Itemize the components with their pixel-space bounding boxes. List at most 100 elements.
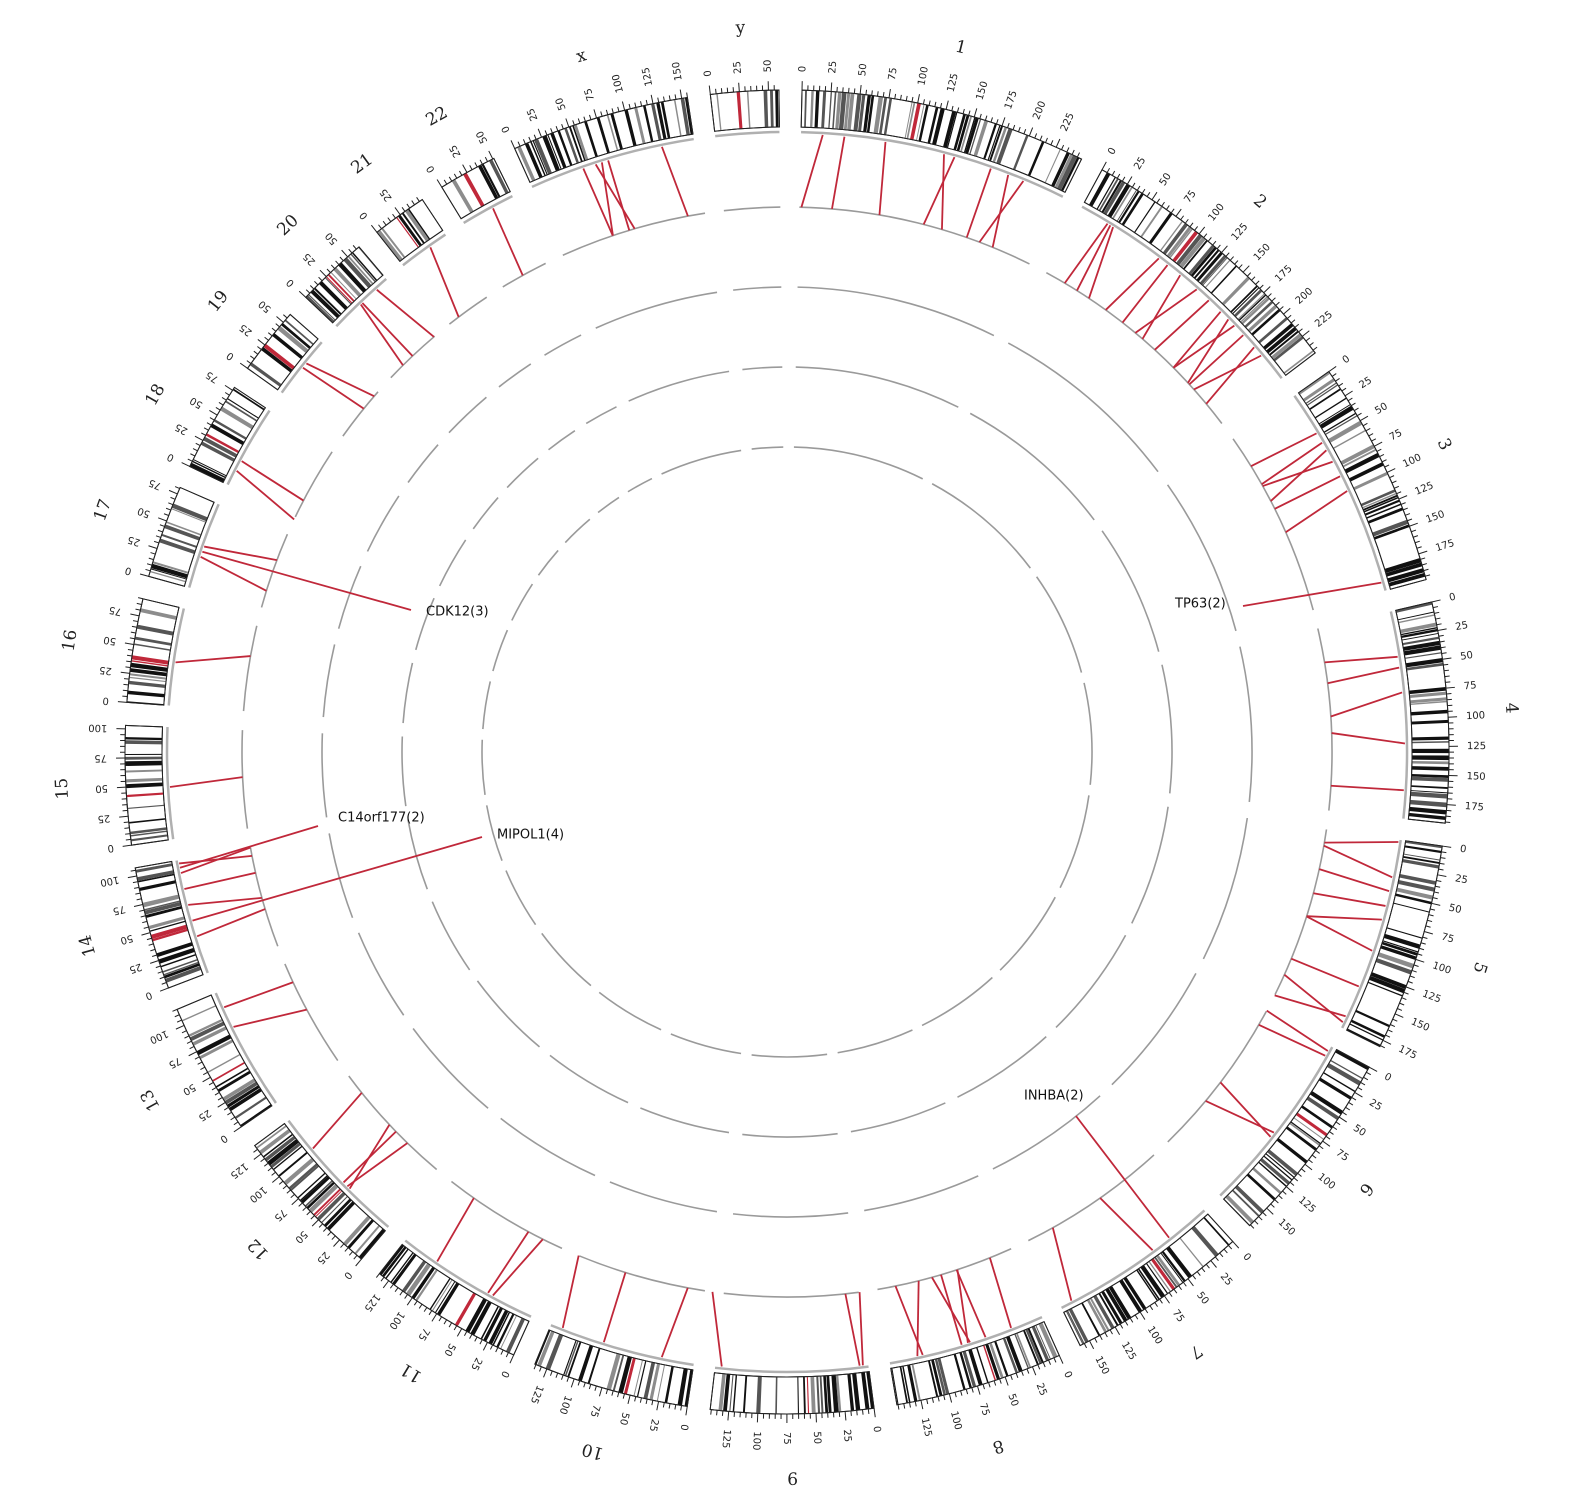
tick-label: 25 bbox=[841, 1429, 853, 1443]
major-tick bbox=[537, 128, 542, 138]
track-arc-21 bbox=[448, 296, 488, 325]
minor-tick bbox=[926, 1398, 929, 1405]
tick-label: 75 bbox=[167, 1054, 183, 1070]
link-line bbox=[1331, 732, 1406, 745]
band bbox=[1057, 155, 1078, 191]
tick-label: 50 bbox=[103, 634, 117, 647]
band bbox=[1134, 201, 1156, 233]
tick-label: 50 bbox=[293, 1228, 310, 1245]
minor-tick bbox=[1287, 314, 1292, 319]
minor-tick bbox=[1180, 215, 1185, 221]
track-arc-19 bbox=[537, 549, 559, 576]
link-line bbox=[1088, 226, 1114, 299]
major-tick bbox=[917, 94, 920, 104]
minor-tick bbox=[326, 268, 331, 273]
minor-tick bbox=[200, 1066, 206, 1070]
band bbox=[151, 928, 189, 942]
band bbox=[165, 966, 202, 983]
minor-tick bbox=[990, 117, 993, 123]
minor-tick bbox=[1279, 306, 1284, 311]
band bbox=[1348, 462, 1384, 482]
band bbox=[310, 289, 340, 319]
minor-tick bbox=[993, 1380, 997, 1386]
tick-label: 75 bbox=[272, 1206, 289, 1223]
band bbox=[191, 460, 226, 479]
chromosome-label-y: y bbox=[734, 18, 746, 39]
tick-label: 50 bbox=[763, 59, 774, 72]
tick-label: 75 bbox=[204, 368, 221, 384]
major-tick bbox=[888, 88, 891, 98]
band bbox=[1330, 1059, 1364, 1080]
chr-baseline-19 bbox=[280, 341, 323, 394]
band bbox=[1377, 952, 1415, 969]
tick-label: 0 bbox=[285, 276, 297, 288]
minor-tick bbox=[125, 666, 131, 669]
tick-label: 0 bbox=[1106, 146, 1119, 157]
minor-tick bbox=[1311, 1154, 1317, 1159]
band bbox=[500, 1315, 518, 1350]
minor-tick bbox=[201, 432, 206, 436]
band bbox=[396, 217, 419, 248]
band bbox=[1231, 1189, 1260, 1217]
track-arc-16 bbox=[402, 662, 414, 724]
band bbox=[171, 503, 208, 522]
minor-tick bbox=[1430, 908, 1436, 911]
minor-tick bbox=[1278, 1194, 1283, 1200]
minor-tick bbox=[1376, 448, 1382, 452]
minor-tick bbox=[1341, 387, 1347, 392]
minor-tick bbox=[155, 965, 161, 969]
tick-label: 100 bbox=[557, 1394, 574, 1416]
major-tick bbox=[175, 1024, 185, 1030]
minor-tick bbox=[914, 1401, 917, 1407]
minor-tick bbox=[203, 1071, 208, 1076]
band bbox=[258, 1128, 291, 1155]
minor-tick bbox=[145, 568, 151, 572]
band bbox=[404, 209, 429, 242]
track-arc-x bbox=[562, 212, 706, 256]
band bbox=[189, 1021, 225, 1042]
minor-tick bbox=[136, 898, 142, 901]
track-arc-16 bbox=[242, 625, 258, 712]
band bbox=[973, 120, 989, 157]
chr-baseline-6 bbox=[1219, 1046, 1334, 1197]
band bbox=[327, 273, 355, 302]
band bbox=[1101, 179, 1122, 213]
band bbox=[517, 146, 536, 182]
tick-label: 125 bbox=[719, 1429, 732, 1449]
band bbox=[150, 924, 188, 940]
band bbox=[1252, 1167, 1282, 1195]
band bbox=[1199, 254, 1227, 285]
band bbox=[1397, 880, 1435, 892]
minor-tick bbox=[223, 1106, 229, 1111]
minor-tick bbox=[894, 93, 897, 99]
link-line bbox=[800, 134, 824, 208]
band bbox=[1283, 349, 1315, 374]
major-tick bbox=[159, 987, 169, 992]
band bbox=[220, 406, 254, 430]
band bbox=[1328, 420, 1363, 443]
track-arc-12 bbox=[412, 1027, 489, 1109]
chr-baseline-21 bbox=[402, 233, 447, 267]
band bbox=[1410, 709, 1448, 716]
major-tick bbox=[565, 118, 570, 128]
minor-tick bbox=[996, 119, 999, 125]
band bbox=[1166, 226, 1192, 258]
major-tick bbox=[598, 1387, 603, 1397]
major-tick bbox=[920, 1400, 924, 1410]
tick-label: 25 bbox=[1034, 1382, 1049, 1398]
band bbox=[775, 90, 779, 128]
minor-tick bbox=[1234, 260, 1239, 265]
band bbox=[656, 1364, 666, 1402]
link-line bbox=[342, 1130, 397, 1184]
minor-tick bbox=[375, 1273, 380, 1278]
major-tick bbox=[1210, 1260, 1217, 1268]
band bbox=[1399, 622, 1437, 634]
band bbox=[381, 1246, 407, 1278]
minor-tick bbox=[253, 1148, 258, 1153]
track-arc-17 bbox=[337, 565, 362, 629]
minor-tick bbox=[463, 1331, 468, 1337]
band bbox=[200, 441, 236, 462]
minor-tick bbox=[662, 1402, 665, 1408]
tick-label: 100 bbox=[750, 1431, 762, 1451]
track-arc-9 bbox=[742, 1132, 838, 1138]
